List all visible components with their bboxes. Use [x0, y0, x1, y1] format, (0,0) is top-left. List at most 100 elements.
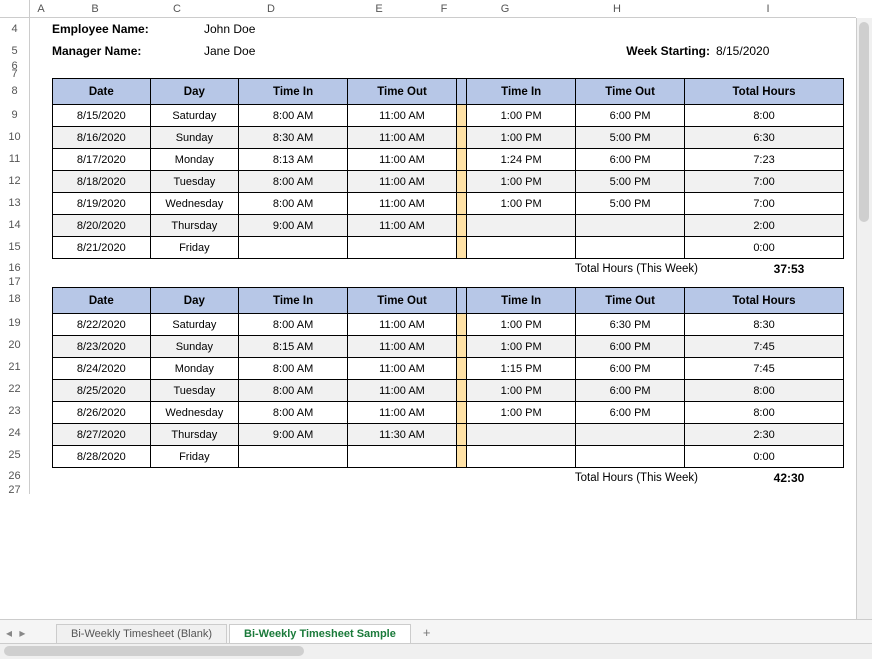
- time-in-1-cell[interactable]: 8:15 AM: [239, 336, 348, 358]
- time-in-1-cell[interactable]: 8:13 AM: [239, 149, 348, 171]
- row-header-7[interactable]: 7: [0, 70, 30, 78]
- total-cell[interactable]: 7:45: [685, 358, 844, 380]
- total-cell[interactable]: 7:45: [685, 336, 844, 358]
- day-cell[interactable]: Saturday: [150, 105, 239, 127]
- employee-name-value[interactable]: John Doe: [204, 22, 255, 36]
- total-cell[interactable]: 2:30: [685, 424, 844, 446]
- time-out-2-cell[interactable]: [576, 424, 685, 446]
- row-header-9[interactable]: 9: [0, 104, 30, 126]
- col-header-C[interactable]: C: [138, 0, 216, 18]
- time-out-1-cell[interactable]: [348, 446, 457, 468]
- time-out-1-cell[interactable]: 11:30 AM: [348, 424, 457, 446]
- vertical-scrollbar[interactable]: [856, 18, 872, 619]
- week1-total-value[interactable]: 37:53: [734, 262, 844, 276]
- time-in-2-cell[interactable]: 1:00 PM: [467, 127, 576, 149]
- time-out-2-cell[interactable]: 5:00 PM: [576, 193, 685, 215]
- time-out-1-cell[interactable]: 11:00 AM: [348, 127, 457, 149]
- col-header-A[interactable]: A: [30, 0, 52, 18]
- total-cell[interactable]: 8:00: [685, 380, 844, 402]
- col-header-I[interactable]: I: [680, 0, 856, 18]
- sheet-tab[interactable]: Bi-Weekly Timesheet (Blank): [56, 624, 227, 643]
- time-out-1-cell[interactable]: 11:00 AM: [348, 149, 457, 171]
- week2-total-value[interactable]: 42:30: [734, 471, 844, 485]
- total-cell[interactable]: 2:00: [685, 215, 844, 237]
- row-header-22[interactable]: 22: [0, 378, 30, 400]
- th-day[interactable]: Day: [150, 288, 239, 314]
- time-in-2-cell[interactable]: [467, 215, 576, 237]
- total-cell[interactable]: 0:00: [685, 446, 844, 468]
- date-cell[interactable]: 8/27/2020: [53, 424, 151, 446]
- time-out-1-cell[interactable]: 11:00 AM: [348, 380, 457, 402]
- col-header-E[interactable]: E: [326, 0, 432, 18]
- time-in-1-cell[interactable]: 9:00 AM: [239, 424, 348, 446]
- th-time-out-2[interactable]: Time Out: [576, 288, 685, 314]
- date-cell[interactable]: 8/20/2020: [53, 215, 151, 237]
- total-cell[interactable]: 0:00: [685, 237, 844, 259]
- date-cell[interactable]: 8/21/2020: [53, 237, 151, 259]
- row-header-19[interactable]: 19: [0, 312, 30, 334]
- time-in-2-cell[interactable]: 1:00 PM: [467, 105, 576, 127]
- row-header-10[interactable]: 10: [0, 126, 30, 148]
- time-out-1-cell[interactable]: 11:00 AM: [348, 402, 457, 424]
- day-cell[interactable]: Tuesday: [150, 171, 239, 193]
- time-in-2-cell[interactable]: [467, 237, 576, 259]
- time-out-2-cell[interactable]: 6:30 PM: [576, 314, 685, 336]
- time-in-1-cell[interactable]: 8:00 AM: [239, 380, 348, 402]
- time-out-2-cell[interactable]: [576, 446, 685, 468]
- sheet-corner[interactable]: [0, 0, 30, 18]
- col-header-B[interactable]: B: [52, 0, 138, 18]
- day-cell[interactable]: Friday: [150, 446, 239, 468]
- date-cell[interactable]: 8/16/2020: [53, 127, 151, 149]
- time-in-2-cell[interactable]: 1:15 PM: [467, 358, 576, 380]
- day-cell[interactable]: Wednesday: [150, 402, 239, 424]
- day-cell[interactable]: Thursday: [150, 215, 239, 237]
- time-out-1-cell[interactable]: 11:00 AM: [348, 336, 457, 358]
- horizontal-scrollbar[interactable]: [0, 643, 820, 659]
- row-header-21[interactable]: 21: [0, 356, 30, 378]
- row-header-12[interactable]: 12: [0, 170, 30, 192]
- time-out-1-cell[interactable]: 11:00 AM: [348, 105, 457, 127]
- row-header-11[interactable]: 11: [0, 148, 30, 170]
- row-header-13[interactable]: 13: [0, 192, 30, 214]
- time-out-1-cell[interactable]: [348, 237, 457, 259]
- date-cell[interactable]: 8/17/2020: [53, 149, 151, 171]
- time-out-2-cell[interactable]: 5:00 PM: [576, 127, 685, 149]
- time-out-1-cell[interactable]: 11:00 AM: [348, 193, 457, 215]
- th-day[interactable]: Day: [150, 79, 239, 105]
- time-in-1-cell[interactable]: 8:30 AM: [239, 127, 348, 149]
- time-out-2-cell[interactable]: 6:00 PM: [576, 336, 685, 358]
- time-out-2-cell[interactable]: [576, 237, 685, 259]
- col-header-H[interactable]: H: [554, 0, 680, 18]
- th-time-in-1[interactable]: Time In: [239, 79, 348, 105]
- total-cell[interactable]: 7:00: [685, 193, 844, 215]
- row-header-27[interactable]: 27: [0, 486, 30, 494]
- row-header-15[interactable]: 15: [0, 236, 30, 258]
- vertical-scroll-thumb[interactable]: [859, 22, 869, 222]
- time-in-2-cell[interactable]: 1:00 PM: [467, 193, 576, 215]
- add-sheet-button[interactable]: +: [413, 622, 441, 643]
- row-header-14[interactable]: 14: [0, 214, 30, 236]
- time-in-1-cell[interactable]: 8:00 AM: [239, 314, 348, 336]
- time-in-2-cell[interactable]: [467, 424, 576, 446]
- time-in-1-cell[interactable]: [239, 237, 348, 259]
- th-total-hours[interactable]: Total Hours: [685, 288, 844, 314]
- day-cell[interactable]: Monday: [150, 149, 239, 171]
- time-in-1-cell[interactable]: [239, 446, 348, 468]
- time-in-1-cell[interactable]: 8:00 AM: [239, 402, 348, 424]
- day-cell[interactable]: Saturday: [150, 314, 239, 336]
- row-header-20[interactable]: 20: [0, 334, 30, 356]
- date-cell[interactable]: 8/25/2020: [53, 380, 151, 402]
- row-header-25[interactable]: 25: [0, 444, 30, 466]
- day-cell[interactable]: Friday: [150, 237, 239, 259]
- row-header-24[interactable]: 24: [0, 422, 30, 444]
- week-starting-value[interactable]: 8/15/2020: [716, 44, 856, 58]
- th-time-out-1[interactable]: Time Out: [348, 288, 457, 314]
- time-in-2-cell[interactable]: 1:00 PM: [467, 171, 576, 193]
- day-cell[interactable]: Tuesday: [150, 380, 239, 402]
- day-cell[interactable]: Sunday: [150, 127, 239, 149]
- date-cell[interactable]: 8/15/2020: [53, 105, 151, 127]
- tab-nav-arrows[interactable]: ◂ ▸: [6, 626, 27, 640]
- time-in-2-cell[interactable]: 1:00 PM: [467, 380, 576, 402]
- time-in-2-cell[interactable]: [467, 446, 576, 468]
- time-in-1-cell[interactable]: 8:00 AM: [239, 171, 348, 193]
